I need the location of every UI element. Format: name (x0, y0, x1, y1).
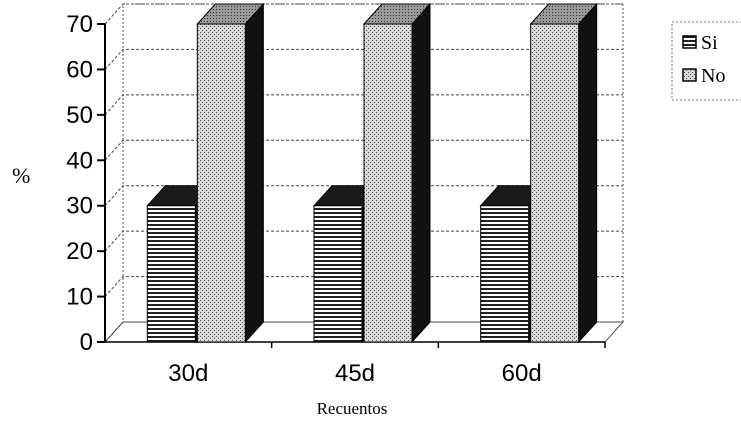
x-axis-labels: 30d 45d 60d (168, 342, 606, 387)
bar-front (480, 205, 530, 343)
legend-swatch-si (682, 35, 697, 49)
gridline (104, 48, 623, 70)
bar-no-30d (196, 2, 265, 344)
y-tick-label: 30 (66, 193, 93, 220)
y-tick-label: 0 (80, 329, 93, 356)
gridline (104, 139, 623, 161)
y-tick-label: 20 (66, 238, 93, 265)
gridline (104, 94, 623, 116)
bars (146, 2, 598, 344)
bar-front (146, 205, 196, 343)
bar-front (530, 23, 580, 343)
x-tick-label: 45d (335, 360, 375, 387)
bar-front (196, 23, 246, 343)
bar-front (363, 23, 413, 343)
bar-side (578, 2, 598, 344)
y-tick-label: 70 (66, 11, 93, 38)
y-axis-title: % (12, 163, 30, 188)
y-axis: 0 10 20 30 40 50 60 70 (66, 11, 605, 356)
y-tick-label: 60 (66, 56, 93, 83)
bar-side (244, 2, 264, 344)
gridline (104, 185, 623, 207)
y-tick-label: 40 (66, 147, 93, 174)
gridline (104, 230, 623, 252)
bar-no-60d (529, 2, 598, 344)
bar-front (313, 205, 363, 343)
gridline (104, 276, 623, 297)
y-tick-label: 10 (66, 284, 93, 311)
legend: Si No (671, 21, 741, 101)
legend-box (671, 21, 741, 101)
x-tick-label: 30d (168, 360, 208, 387)
legend-label-si: Si (701, 32, 718, 54)
legend-swatch-no (682, 68, 697, 82)
gridline (104, 3, 623, 25)
bar-no-45d (362, 2, 432, 344)
legend-label-no: No (701, 65, 725, 87)
bar-side (411, 2, 431, 344)
y-tick-label: 50 (66, 102, 93, 129)
x-tick-label: 60d (502, 360, 542, 387)
x-axis-title: Recuentos (317, 399, 388, 418)
gridline (104, 321, 623, 343)
